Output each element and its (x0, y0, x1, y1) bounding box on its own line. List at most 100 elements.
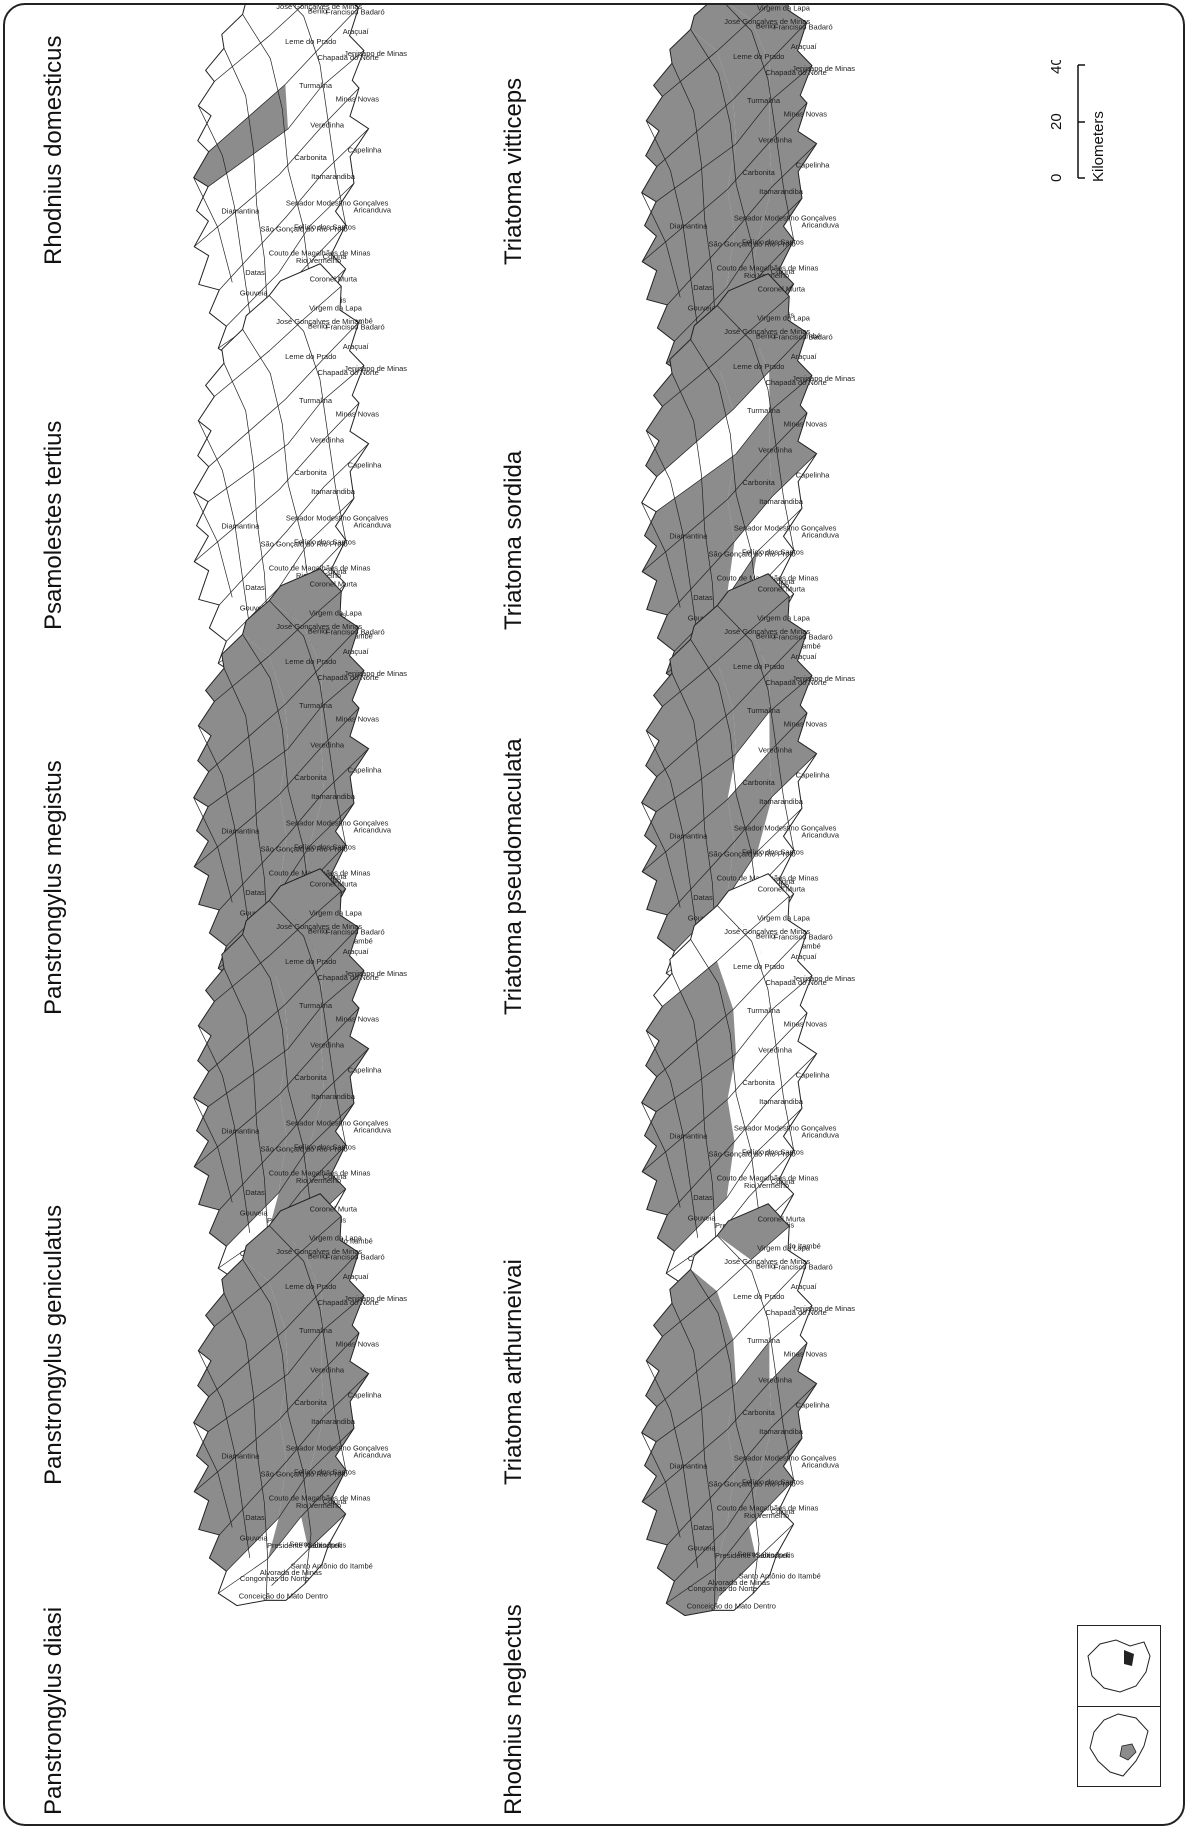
municipality-label: Carbonita (294, 773, 327, 782)
municipality-cell (757, 753, 817, 852)
municipality-boundary (207, 670, 365, 807)
municipality-cell (278, 1091, 325, 1193)
municipality-cell (757, 1053, 817, 1152)
municipality-label: Itamarandiba (759, 1427, 804, 1436)
municipality-cell (769, 1343, 817, 1427)
municipality-boundary (194, 1007, 360, 1167)
municipality-cell (194, 444, 288, 562)
municipality-label: Coronel Murta (310, 579, 358, 588)
municipality-label: Diamantina (221, 1452, 260, 1461)
municipality-label: São Gonçalo do Rio Preto (261, 539, 348, 548)
municipality-boundary (208, 927, 359, 1072)
municipality-label: Francisco Badaró (326, 1253, 385, 1262)
municipality-cell (285, 666, 322, 750)
municipality-cell (715, 1481, 758, 1569)
municipality-label: Aricanduva (801, 1460, 839, 1469)
municipality-label: Veredinha (310, 436, 345, 445)
municipality-label: Carbonita (294, 468, 327, 477)
municipality-label: Senador Modestino Gonçalves (734, 1123, 837, 1132)
panel-title-sordida: Triatoma sordida (500, 450, 527, 630)
municipality-cell (716, 929, 770, 1010)
municipality-cell (279, 86, 322, 175)
municipality-label: Felício dos Santos (742, 547, 804, 556)
municipality-cell (645, 661, 734, 777)
municipality-cell (301, 1428, 354, 1517)
municipality-label: Jenipapo de Minas (344, 364, 407, 373)
municipality-boundary (208, 1252, 359, 1397)
municipality-cell (194, 129, 288, 247)
municipality-cell (769, 1262, 812, 1342)
municipality-label: Minas Novas (336, 95, 380, 104)
panel-title-pseudomaculata: Triatoma pseudomaculata (500, 738, 527, 1015)
municipality-label: Capelinha (348, 1390, 383, 1399)
municipality-boundary (662, 895, 790, 1007)
municipality-label: Carbonita (294, 153, 327, 162)
municipality-boundary (662, 595, 790, 707)
municipality-label: São Gonçalo do Rio Preto (261, 224, 348, 233)
municipality-cell (302, 1216, 359, 1292)
municipality-label: Veredinha (758, 1376, 793, 1385)
municipality-cell (645, 361, 734, 477)
municipality-cell (267, 1146, 310, 1234)
municipality-cell (769, 65, 812, 143)
municipality-label: Carbonita (294, 1073, 327, 1082)
municipality-boundary (214, 890, 342, 1002)
municipality-cell (301, 498, 354, 587)
municipality-cell (717, 873, 790, 930)
municipality-label: Leme do Prado (285, 37, 336, 46)
municipality-cell (302, 891, 359, 967)
municipality-cell (642, 1099, 735, 1215)
municipality-cell (309, 1048, 369, 1147)
municipality-label: Jenipapo de Minas (792, 64, 855, 73)
municipality-cell (285, 966, 322, 1050)
municipality-cell (302, 591, 359, 667)
municipality-label: Virgem da Lapa (757, 614, 811, 623)
municipality-cell (209, 531, 287, 642)
municipality-label: Coronel Murta (758, 284, 806, 293)
municipality-label: Virgem da Lapa (309, 304, 363, 313)
municipality-label: Virgem da Lapa (757, 314, 811, 323)
municipality-label: Capelinha (348, 765, 383, 774)
municipality-label: Chapada do Norte (765, 1308, 826, 1317)
municipality-cell (269, 1193, 342, 1250)
municipality-label: São Gonçalo do Rio Preto (709, 239, 796, 248)
municipality-cell (727, 711, 770, 800)
municipality-cell (769, 932, 812, 1012)
municipality-label: Aricanduva (801, 530, 839, 539)
municipality-label: Minas Novas (336, 1340, 380, 1349)
municipality-cell (717, 273, 790, 330)
municipality-cell (279, 1372, 325, 1462)
municipality-boundary (646, 730, 699, 938)
municipality-label: Turmalina (747, 96, 781, 105)
municipality-label: Jenipapo de Minas (792, 1304, 855, 1313)
municipality-cell (279, 1047, 325, 1137)
municipality-label: Datas (693, 1193, 713, 1202)
municipality-boundary (642, 102, 808, 262)
municipality-label: Coluna (771, 1177, 796, 1186)
municipality-cell (727, 752, 773, 842)
municipality-label: Capelinha (796, 770, 831, 779)
municipality-label: Gouveia (688, 613, 717, 622)
municipality-cell (717, 573, 790, 630)
municipality-cell (279, 401, 322, 490)
municipality-label: São Gonçalo do Rio Preto (709, 1149, 796, 1158)
municipality-cell (194, 489, 287, 605)
municipality-label: Carbonita (742, 778, 775, 787)
municipality-cell (757, 453, 817, 552)
municipality-boundary (716, 305, 795, 551)
municipality-cell (715, 1526, 757, 1596)
municipality-boundary (666, 753, 817, 916)
municipality-cell (242, 1225, 303, 1282)
municipality-cell (278, 171, 325, 273)
municipality-cell (641, 1339, 736, 1442)
municipality-label: Veredinha (758, 1046, 793, 1055)
municipality-cell (194, 1049, 288, 1167)
municipality-label: Minas Novas (784, 1350, 828, 1359)
municipality-cell (301, 1103, 354, 1192)
municipality-label: José Gonçalves de Minas (276, 1247, 362, 1256)
municipality-cell (657, 231, 735, 342)
municipality-label: Francisco Badaró (326, 8, 385, 17)
municipality-boundary (671, 1303, 717, 1611)
municipality-label: Chapada do Norte (317, 368, 378, 377)
municipality-cell (193, 84, 288, 187)
